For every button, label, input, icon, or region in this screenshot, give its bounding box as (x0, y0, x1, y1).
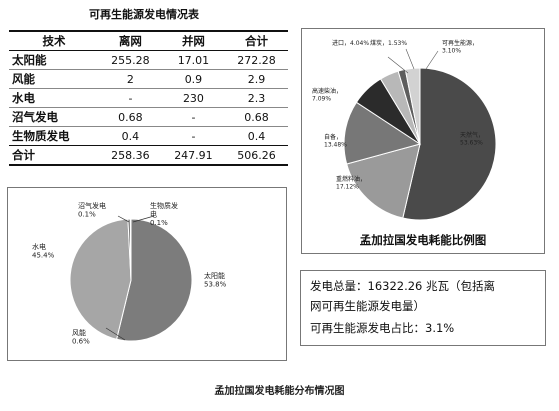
cell-offgrid: - (98, 88, 162, 108)
renewable-label-1: 太阳能 53.8% (204, 271, 227, 289)
table-row: 沼气发电 0.68 - 0.68 (9, 107, 288, 127)
energy-slice-3 (343, 101, 422, 165)
energy-slice-1 (402, 67, 497, 221)
cell-grid: 0.9 (161, 69, 225, 89)
renewable-leader-biomass (132, 215, 155, 223)
renewable-leader-biogas (117, 215, 130, 223)
cell-grid: - (191, 129, 196, 143)
header-total: 合计 (224, 30, 288, 51)
header-offgrid: 离网 (98, 30, 162, 51)
renewable-distribution-chart-title: 孟加拉国发电耗能分布情况图 (214, 386, 345, 397)
cell-total: 2.9 (224, 69, 288, 89)
cell-offgrid: 2 (98, 69, 162, 89)
info-total-generation: 发电总量：16322.26 兆瓦（包括离 (310, 279, 496, 293)
cell-offgrid: 0.4 (121, 129, 140, 143)
info-renewable-share: 可再生能源发电占比：3.1% (310, 321, 455, 335)
row-name: 水电 (9, 88, 99, 108)
table-row: 风能 2 0.9 2.9 (9, 69, 288, 89)
cell-grid: - (161, 107, 225, 127)
energy-leader-import (387, 56, 409, 74)
table-row: 太阳能 255.28 17.01 272.28 (9, 50, 288, 70)
header-tech: 技术 (9, 30, 99, 51)
info-total-generation-note: 网可再生能源发电量） (310, 299, 425, 313)
energy-label-6: 煤炭，1.53% (370, 39, 407, 47)
renewable-distribution-chart-frame: 太阳能 53.8% 水电 45.4% 风能 0.6% 沼气发电 0.1% 生物质发电 0.1% (7, 187, 287, 361)
renewable-label-3: 风能 0.6% (72, 328, 90, 346)
cell-total: 2.3 (224, 88, 288, 108)
total-name: 合计 (9, 145, 99, 166)
energy-leader-coal (405, 48, 415, 70)
table-row: 水电 - 230 2.3 (9, 88, 288, 108)
energy-ratio-chart-frame: 天然气， 53.63% 重燃料油， 17.12% 自备， 13.48% 高速柴油， 7.09%… (301, 28, 545, 254)
cell-total: 0.4 (247, 129, 266, 143)
total-grid: 247.91 (161, 145, 225, 166)
cell-total: 0.68 (224, 107, 288, 127)
cell-total: 272.28 (224, 50, 288, 70)
renewable-table: 技术 离网 并网 合计 太阳能 255.28 17.01 272.28 风能 2… (9, 30, 288, 166)
energy-leader-renewable (425, 50, 439, 70)
table-title: 可再生能源发电情况表 (89, 8, 199, 21)
info-box (300, 270, 546, 346)
renewable-label-4: 沼气发电 0.1% (78, 201, 106, 219)
total-offgrid: 258.36 (98, 145, 162, 166)
cell-offgrid: 255.28 (98, 50, 162, 70)
cell-grid: 230 (161, 88, 225, 108)
row-name: 沼气发电 (9, 107, 99, 127)
energy-slice-7 (404, 67, 421, 145)
energy-label-3: 自备， 13.48% (324, 133, 347, 149)
energy-slice-2 (346, 143, 421, 219)
cell-grid: 17.01 (161, 50, 225, 70)
energy-label-1: 天然气， 53.63% (460, 131, 484, 147)
energy-label-4: 高速柴油， 7.09% (312, 87, 342, 103)
energy-ratio-chart-title: 孟加拉国发电耗能比例图 (359, 233, 487, 247)
renewable-leader-wind (105, 327, 126, 341)
table-row: 生物质发电 0.4 - 0.4 (9, 127, 288, 146)
energy-label-5: 进口，4.04% (332, 39, 369, 47)
renewable-slice-2 (69, 218, 132, 340)
total-total: 506.26 (224, 145, 288, 166)
energy-label-2: 重燃料油， 17.12% (336, 175, 366, 191)
table-total-row: 合计 258.36 247.91 506.26 (9, 145, 288, 166)
row-name: 风能 (9, 69, 99, 89)
renewable-slice-1 (115, 218, 193, 342)
header-grid: 并网 (161, 30, 225, 51)
renewable-distribution-pie: 太阳能 53.8% 水电 45.4% 风能 0.6% 沼气发电 0.1% 生物质发电 0.1% (32, 201, 227, 346)
energy-ratio-pie: 天然气， 53.63% 重燃料油， 17.12% 自备， 13.48% 高速柴油， 7.09%… (312, 39, 497, 221)
row-name: 太阳能 (9, 50, 99, 70)
table-header-row: 技术 离网 并网 合计 (9, 30, 288, 51)
cell-offgrid: 0.68 (98, 107, 162, 127)
row-name: 生物质发电 (12, 129, 70, 143)
energy-label-7: 可再生能源， 3.10% (442, 39, 478, 55)
renewable-label-5: 生物质发电 0.1% (150, 201, 178, 227)
renewable-label-2: 水电 45.4% (32, 242, 55, 260)
